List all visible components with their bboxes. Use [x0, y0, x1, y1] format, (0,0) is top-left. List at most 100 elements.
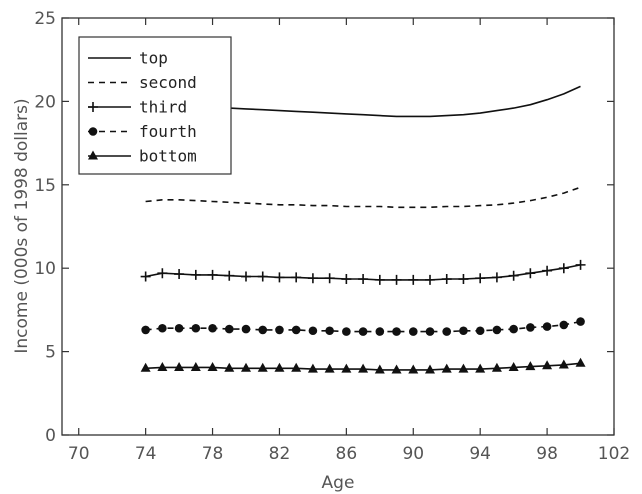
data-point-bottom — [525, 361, 536, 371]
legend-label-bottom: bottom — [139, 147, 197, 166]
data-point-fourth — [425, 327, 435, 336]
series-layer — [140, 85, 586, 374]
legend-marker-third — [88, 102, 98, 112]
y-tick-label: 10 — [34, 259, 56, 279]
data-point-third — [458, 274, 469, 285]
plot-frame — [61, 17, 615, 436]
data-point-third — [475, 273, 486, 284]
y-tick-label: 5 — [45, 343, 56, 363]
x-axis-label: Age — [322, 473, 355, 493]
data-point-fourth — [559, 320, 569, 330]
data-point-fourth — [291, 325, 301, 335]
data-point-fourth — [475, 326, 485, 336]
y-tick-label: 0 — [45, 426, 56, 446]
data-point-third — [140, 271, 151, 282]
x-tick-label: 70 — [68, 444, 90, 464]
legend-label-third: third — [139, 98, 187, 117]
data-point-fourth — [459, 326, 468, 336]
data-point-third — [341, 274, 352, 285]
data-point-bottom — [542, 360, 553, 370]
data-point-bottom — [391, 364, 402, 374]
data-point-fourth — [191, 323, 201, 333]
data-point-third — [508, 270, 519, 281]
data-point-bottom — [307, 363, 318, 373]
data-point-bottom — [491, 362, 502, 372]
data-point-fourth — [442, 327, 452, 336]
data-point-bottom — [441, 363, 452, 373]
x-tick-label: 98 — [536, 444, 558, 464]
data-point-fourth — [275, 325, 284, 335]
legend: top second third fourth bottom — [78, 36, 232, 175]
data-point-third — [207, 269, 218, 280]
data-point-bottom — [425, 364, 435, 374]
data-point-bottom — [174, 361, 185, 371]
series-fourth — [141, 317, 585, 336]
legend-marker-fourth — [88, 127, 98, 136]
data-point-third — [291, 272, 302, 283]
data-point-third — [358, 274, 369, 285]
series-line-second — [145, 186, 581, 209]
y-tick-label: 15 — [34, 176, 56, 196]
data-point-fourth — [542, 322, 552, 331]
data-point-third — [558, 263, 569, 274]
y-tick-label: 25 — [34, 9, 56, 29]
data-point-bottom — [458, 363, 469, 373]
data-point-third — [157, 268, 168, 279]
data-point-third — [190, 269, 201, 280]
x-tick-label: 74 — [135, 444, 157, 464]
data-point-bottom — [257, 362, 268, 372]
data-point-fourth — [208, 323, 217, 333]
data-point-fourth — [325, 326, 334, 336]
x-tick-label: 86 — [336, 444, 358, 464]
y-tick-label: 20 — [34, 92, 56, 112]
data-point-third — [575, 259, 586, 270]
x-tick-label: 82 — [269, 444, 291, 464]
data-point-bottom — [140, 362, 151, 372]
data-point-fourth — [241, 324, 251, 334]
data-point-fourth — [141, 325, 150, 335]
data-point-third — [174, 269, 185, 280]
series-bottom — [140, 357, 586, 374]
data-point-bottom — [341, 363, 352, 373]
data-point-fourth — [308, 326, 318, 336]
data-point-third — [257, 271, 268, 282]
data-point-bottom — [241, 362, 251, 372]
data-point-third — [542, 265, 553, 276]
data-point-bottom — [374, 364, 385, 374]
data-point-third — [374, 274, 385, 285]
data-point-third — [441, 274, 452, 285]
data-point-fourth — [492, 325, 502, 335]
series-third — [140, 259, 586, 285]
data-point-bottom — [358, 363, 369, 373]
legend-box — [78, 36, 232, 175]
series-second — [145, 186, 581, 209]
data-point-fourth — [576, 317, 585, 326]
x-tick-label: 90 — [402, 444, 424, 464]
data-point-bottom — [291, 362, 302, 372]
data-point-third — [408, 274, 419, 285]
data-point-fourth — [509, 324, 518, 334]
data-point-fourth — [258, 325, 268, 335]
axes: 70 74 78 82 86 90 94 98 102 0 5 10 15 20 25 — [34, 9, 630, 464]
data-point-bottom — [157, 361, 168, 371]
data-point-third — [525, 268, 536, 279]
data-point-third — [241, 271, 251, 282]
data-point-fourth — [392, 327, 401, 336]
data-point-fourth — [342, 327, 351, 336]
data-point-fourth — [224, 324, 234, 334]
data-point-fourth — [174, 323, 184, 333]
data-point-fourth — [526, 323, 535, 332]
legend-label-fourth: fourth — [139, 122, 197, 141]
data-point-fourth — [158, 323, 167, 333]
data-point-third — [224, 270, 235, 281]
x-tick-label: 102 — [598, 444, 630, 464]
data-point-third — [425, 274, 435, 285]
data-point-fourth — [408, 327, 418, 336]
data-point-third — [491, 272, 502, 283]
data-point-bottom — [508, 361, 519, 371]
data-point-bottom — [324, 363, 335, 373]
data-point-bottom — [190, 361, 201, 371]
data-point-third — [391, 274, 402, 285]
data-point-third — [307, 273, 318, 284]
